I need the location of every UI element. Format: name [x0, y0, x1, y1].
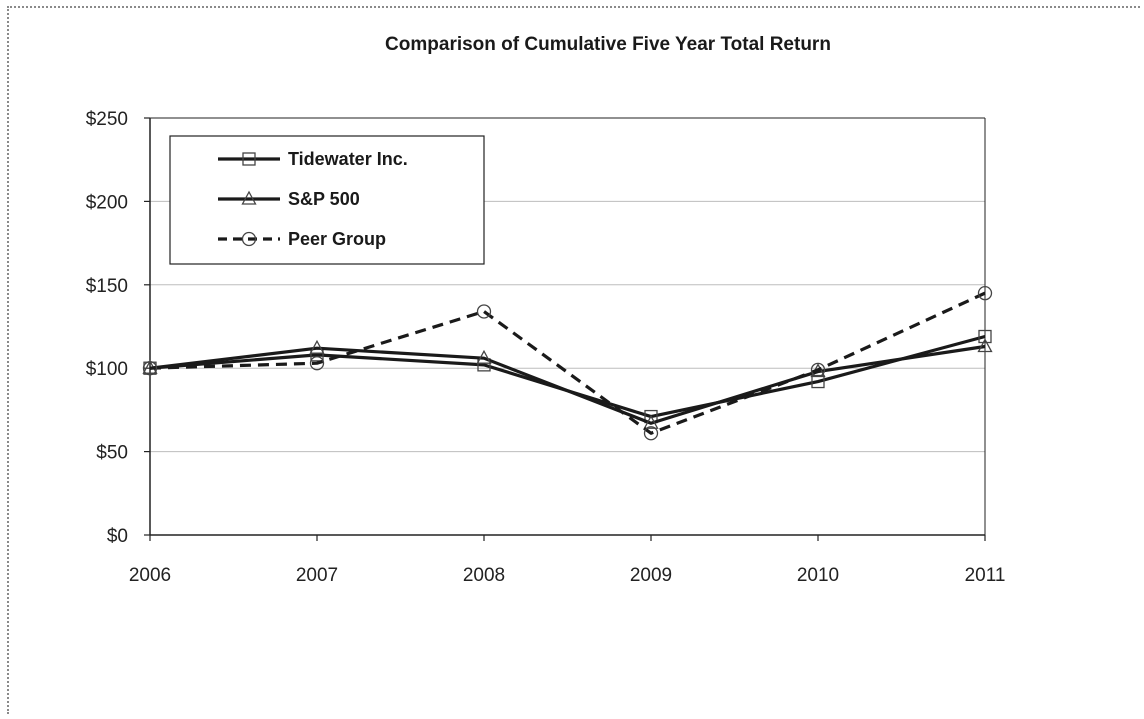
data-point-triangle: [977, 338, 993, 353]
series-circle: [142, 285, 993, 441]
data-point-triangle: [476, 349, 492, 364]
legend-entry: S&P 500: [218, 189, 360, 209]
series-triangle: [142, 338, 993, 429]
chart-title: Comparison of Cumulative Five Year Total…: [385, 34, 831, 55]
y-tick-label: $100: [86, 359, 128, 380]
data-point-circle: [643, 426, 659, 441]
legend-label: S&P 500: [288, 189, 360, 209]
data-point-circle: [476, 304, 492, 319]
y-tick-label: $0: [107, 526, 128, 547]
x-tick-label: 2006: [129, 565, 171, 586]
series-line: [149, 334, 986, 419]
legend-entry: Tidewater Inc.: [218, 149, 408, 169]
data-point-triangle: [309, 339, 325, 354]
x-tick-label: 2007: [296, 565, 338, 586]
legend-marker-square: [242, 152, 256, 166]
data-point-circle: [142, 361, 158, 376]
legend-label: Tidewater Inc.: [288, 149, 408, 169]
legend-label: Peer Group: [288, 229, 386, 249]
data-point-circle: [309, 356, 325, 371]
chart-frame: [7, 6, 1140, 714]
y-tick-label: $150: [86, 276, 128, 297]
data-point-triangle: [643, 414, 659, 429]
data-point-square: [811, 374, 825, 389]
legend-entry: Peer Group: [218, 229, 386, 249]
x-tick-label: 2010: [797, 565, 839, 586]
legend: Tidewater Inc. S&P 500 Peer Group: [169, 135, 485, 265]
legend-marker-circle: [241, 231, 257, 247]
series-line: [149, 344, 986, 425]
x-tick-label: 2008: [463, 565, 505, 586]
axes: [149, 117, 986, 536]
y-axis-ticks: $0 $50 $100 $150 $200 $250: [86, 109, 150, 547]
legend-marker-triangle: [241, 190, 257, 205]
data-point-circle: [977, 285, 993, 301]
data-point-circle: [810, 362, 826, 378]
x-tick-label: 2011: [965, 565, 1006, 586]
y-tick-label: $50: [96, 443, 128, 464]
series-square: [143, 329, 992, 424]
data-point-square: [978, 329, 992, 344]
x-tick-label: 2009: [630, 565, 672, 586]
x-axis-ticks: 2006 2007 2008 2009 2010 2011: [129, 535, 1006, 586]
series-line: [149, 291, 986, 435]
y-tick-label: $200: [86, 192, 128, 213]
series-group: [142, 285, 993, 441]
y-tick-label: $250: [86, 109, 128, 130]
